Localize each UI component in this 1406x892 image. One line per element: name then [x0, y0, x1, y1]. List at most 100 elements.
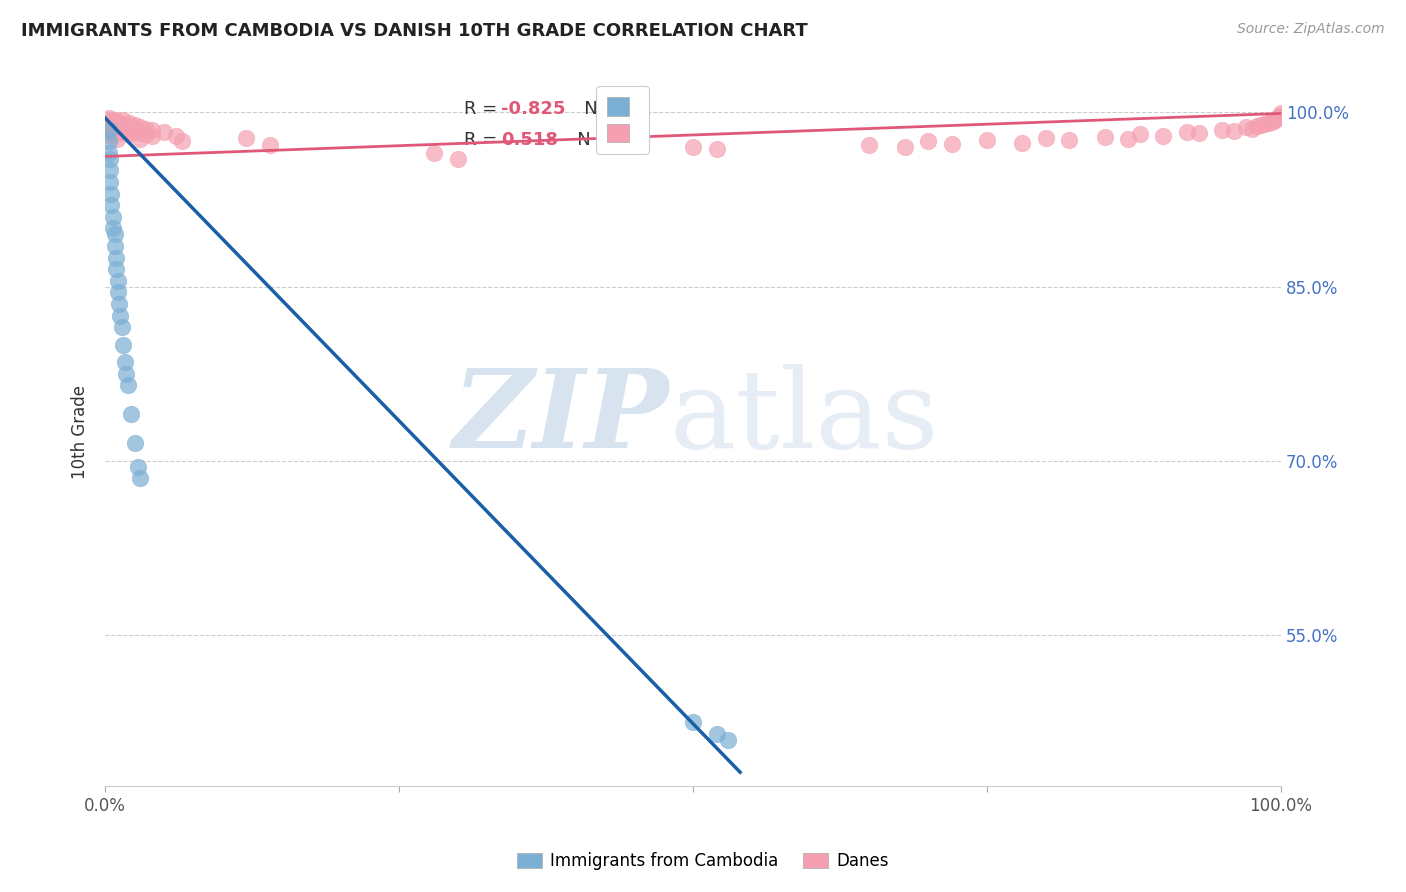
Point	[100, 198, 122, 212]
Point	[1129, 128, 1152, 142]
Point	[107, 274, 129, 288]
Point	[941, 136, 963, 151]
Point	[111, 122, 134, 136]
Point	[98, 114, 121, 128]
Point	[976, 133, 998, 147]
Point	[104, 124, 127, 138]
Point	[107, 117, 129, 131]
Text: N =: N =	[567, 100, 624, 119]
Point	[98, 175, 121, 189]
Point	[124, 118, 146, 132]
Point	[104, 125, 127, 139]
Point	[97, 117, 120, 131]
Point	[706, 727, 728, 741]
Point	[682, 715, 704, 730]
Point	[917, 134, 939, 148]
Text: ZIP: ZIP	[453, 364, 669, 471]
Point	[893, 140, 915, 154]
Point	[114, 118, 136, 132]
Point	[107, 122, 129, 136]
Y-axis label: 10th Grade: 10th Grade	[72, 384, 89, 479]
Text: 89: 89	[617, 131, 641, 149]
Text: IMMIGRANTS FROM CAMBODIA VS DANISH 10TH GRADE CORRELATION CHART: IMMIGRANTS FROM CAMBODIA VS DANISH 10TH …	[21, 22, 808, 40]
Point	[1188, 126, 1211, 140]
Point	[1253, 117, 1275, 131]
Point	[107, 285, 129, 300]
Point	[858, 137, 880, 152]
Point	[153, 125, 176, 139]
Legend: Immigrants from Cambodia, Danes: Immigrants from Cambodia, Danes	[510, 846, 896, 877]
Text: R =: R =	[464, 131, 509, 149]
Point	[1175, 125, 1198, 139]
Point	[120, 120, 142, 134]
Point	[118, 121, 141, 136]
Text: atlas: atlas	[669, 364, 939, 471]
Point	[1270, 106, 1292, 120]
Point	[97, 111, 120, 125]
Point	[97, 145, 120, 160]
Point	[105, 114, 128, 128]
Point	[111, 117, 134, 131]
Point	[423, 145, 446, 160]
Text: 30: 30	[617, 100, 641, 119]
Point	[1035, 131, 1057, 145]
Point	[129, 132, 152, 146]
Point	[101, 113, 124, 128]
Point	[118, 116, 141, 130]
Point	[105, 126, 128, 140]
Point	[100, 117, 122, 131]
Text: Source: ZipAtlas.com: Source: ZipAtlas.com	[1237, 22, 1385, 37]
Point	[103, 221, 125, 235]
Point	[1250, 118, 1272, 132]
Point	[127, 459, 149, 474]
Point	[1211, 122, 1233, 136]
Point	[1267, 110, 1289, 124]
Point	[105, 132, 128, 146]
Point	[259, 137, 281, 152]
Point	[118, 128, 141, 142]
Point	[1240, 121, 1263, 136]
Point	[117, 378, 139, 392]
Point	[104, 239, 127, 253]
Point	[682, 140, 704, 154]
Point	[97, 122, 120, 136]
Point	[1152, 128, 1174, 143]
Point	[1116, 132, 1139, 146]
Point	[98, 163, 121, 178]
Point	[98, 120, 121, 135]
Point	[165, 128, 187, 143]
Point	[1270, 107, 1292, 121]
Point	[135, 121, 157, 136]
Point	[108, 116, 131, 130]
Point	[103, 116, 125, 130]
Point	[100, 122, 122, 136]
Point	[112, 124, 135, 138]
Point	[1094, 129, 1116, 144]
Point	[1257, 116, 1279, 130]
Point	[103, 128, 125, 142]
Point	[101, 120, 124, 134]
Point	[108, 121, 131, 136]
Point	[110, 118, 132, 132]
Text: -0.825: -0.825	[502, 100, 567, 119]
Point	[103, 210, 125, 224]
Point	[129, 126, 152, 140]
Point	[447, 152, 470, 166]
Point	[1059, 133, 1081, 147]
Point	[98, 152, 121, 166]
Point	[100, 186, 122, 201]
Point	[114, 124, 136, 138]
Point	[115, 367, 138, 381]
Text: R =: R =	[464, 100, 503, 119]
Point	[170, 134, 193, 148]
Point	[104, 117, 127, 131]
Point	[124, 124, 146, 138]
Point	[111, 113, 134, 128]
Point	[110, 309, 132, 323]
Point	[97, 122, 120, 136]
Point	[141, 128, 163, 143]
Point	[1223, 124, 1246, 138]
Point	[235, 131, 257, 145]
Point	[1260, 114, 1282, 128]
Point	[141, 122, 163, 136]
